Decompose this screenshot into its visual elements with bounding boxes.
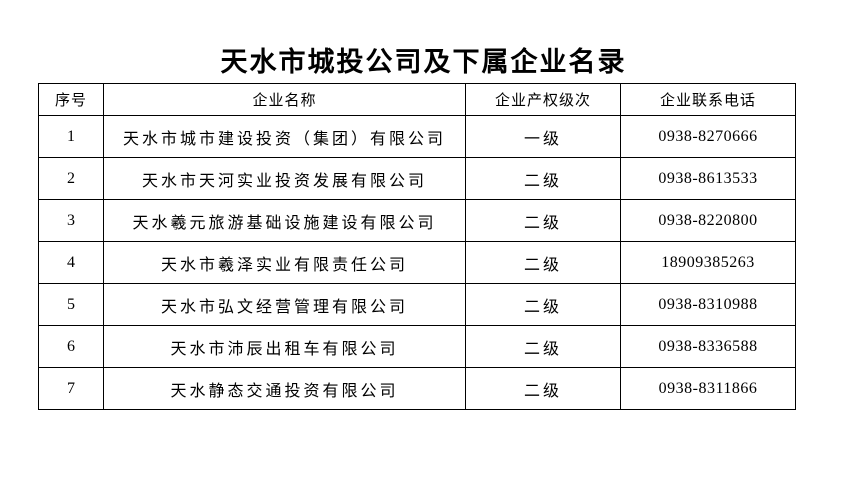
cell-ownership-level: 二级 [465,199,621,242]
cell-serial: 1 [38,115,104,158]
cell-company-name: 天水静态交通投资有限公司 [103,367,466,410]
cell-serial: 4 [38,241,104,284]
column-header-name: 企业名称 [103,83,466,116]
cell-phone: 0938-8220800 [620,199,796,242]
table-row: 7 天水静态交通投资有限公司 二级 0938-8311866 [38,367,796,410]
column-header-no: 序号 [38,83,104,116]
cell-serial: 2 [38,157,104,200]
cell-serial: 6 [38,325,104,368]
cell-ownership-level: 二级 [465,367,621,410]
cell-serial: 3 [38,199,104,242]
cell-serial: 7 [38,367,104,410]
cell-ownership-level: 一级 [465,115,621,158]
cell-phone: 0938-8311866 [620,367,796,410]
table-row: 6 天水市沛辰出租车有限公司 二级 0938-8336588 [38,325,796,368]
cell-phone: 0938-8270666 [620,115,796,158]
column-header-phone: 企业联系电话 [620,83,796,116]
cell-phone: 18909385263 [620,241,796,284]
cell-ownership-level: 二级 [465,157,621,200]
table-row: 5 天水市弘文经营管理有限公司 二级 0938-8310988 [38,283,796,326]
table-row: 3 天水羲元旅游基础设施建设有限公司 二级 0938-8220800 [38,199,796,242]
page-title: 天水市城投公司及下属企业名录 [220,47,627,77]
column-header-level: 企业产权级次 [465,83,621,116]
cell-company-name: 天水市天河实业投资发展有限公司 [103,157,466,200]
enterprise-directory-table: 序号 企业名称 企业产权级次 企业联系电话 1 天水市城市建设投资（集团）有限公… [38,83,796,410]
table-row: 2 天水市天河实业投资发展有限公司 二级 0938-8613533 [38,157,796,200]
cell-serial: 5 [38,283,104,326]
cell-phone: 0938-8613533 [620,157,796,200]
cell-company-name: 天水羲元旅游基础设施建设有限公司 [103,199,466,242]
cell-company-name: 天水市沛辰出租车有限公司 [103,325,466,368]
cell-company-name: 天水市羲泽实业有限责任公司 [103,241,466,284]
table-row: 1 天水市城市建设投资（集团）有限公司 一级 0938-8270666 [38,115,796,158]
cell-ownership-level: 二级 [465,325,621,368]
cell-ownership-level: 二级 [465,283,621,326]
cell-company-name: 天水市城市建设投资（集团）有限公司 [103,115,466,158]
table-row: 4 天水市羲泽实业有限责任公司 二级 18909385263 [38,241,796,284]
cell-phone: 0938-8336588 [620,325,796,368]
cell-ownership-level: 二级 [465,241,621,284]
cell-phone: 0938-8310988 [620,283,796,326]
table-header-row: 序号 企业名称 企业产权级次 企业联系电话 [38,83,796,116]
cell-company-name: 天水市弘文经营管理有限公司 [103,283,466,326]
